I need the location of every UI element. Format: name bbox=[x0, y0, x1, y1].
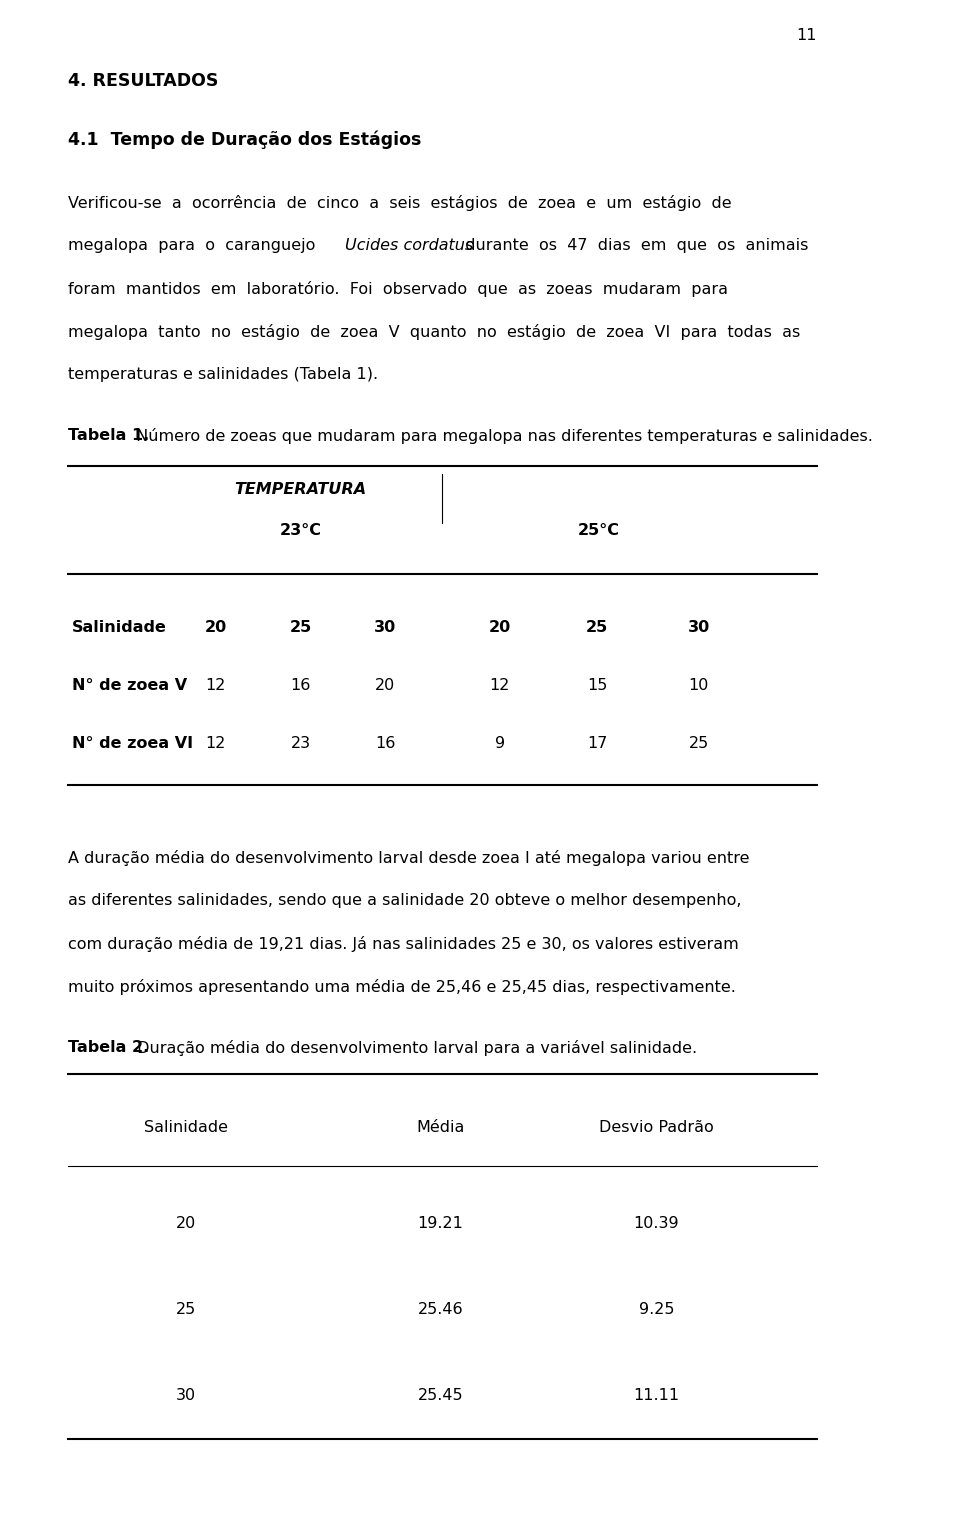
Text: N° de zoea VI: N° de zoea VI bbox=[72, 736, 193, 752]
Text: Tabela 1.: Tabela 1. bbox=[68, 428, 149, 443]
Text: A duração média do desenvolvimento larval desde zoea I até megalopa variou entre: A duração média do desenvolvimento larva… bbox=[68, 850, 749, 865]
Text: 12: 12 bbox=[490, 678, 510, 693]
Text: 4. RESULTADOS: 4. RESULTADOS bbox=[68, 72, 218, 91]
Text: 23: 23 bbox=[291, 736, 311, 752]
Text: 30: 30 bbox=[687, 620, 709, 635]
Text: Salinidade: Salinidade bbox=[72, 620, 167, 635]
Text: as diferentes salinidades, sendo que a salinidade 20 obteve o melhor desempenho,: as diferentes salinidades, sendo que a s… bbox=[68, 893, 741, 908]
Text: 15: 15 bbox=[587, 678, 607, 693]
Text: temperaturas e salinidades (Tabela 1).: temperaturas e salinidades (Tabela 1). bbox=[68, 367, 378, 382]
Text: TEMPERATURA: TEMPERATURA bbox=[234, 482, 367, 497]
Text: 4.1  Tempo de Duração dos Estágios: 4.1 Tempo de Duração dos Estágios bbox=[68, 130, 421, 149]
Text: Salinidade: Salinidade bbox=[144, 1120, 228, 1135]
Text: 11.11: 11.11 bbox=[634, 1388, 680, 1404]
Text: 25: 25 bbox=[177, 1302, 197, 1318]
Text: 30: 30 bbox=[177, 1388, 197, 1404]
Text: 20: 20 bbox=[489, 620, 511, 635]
Text: 25: 25 bbox=[688, 736, 708, 752]
Text: 30: 30 bbox=[374, 620, 396, 635]
Text: foram  mantidos  em  laboratório.  Foi  observado  que  as  zoeas  mudaram  para: foram mantidos em laboratório. Foi obser… bbox=[68, 281, 728, 296]
Text: 25.45: 25.45 bbox=[418, 1388, 463, 1404]
Text: 16: 16 bbox=[375, 736, 396, 752]
Text: 25.46: 25.46 bbox=[418, 1302, 463, 1318]
Text: 17: 17 bbox=[587, 736, 607, 752]
Text: 20: 20 bbox=[177, 1216, 197, 1232]
Text: muito próximos apresentando uma média de 25,46 e 25,45 dias, respectivamente.: muito próximos apresentando uma média de… bbox=[68, 979, 735, 994]
Text: megalopa  tanto  no  estágio  de  zoea  V  quanto  no  estágio  de  zoea  VI  pa: megalopa tanto no estágio de zoea V quan… bbox=[68, 324, 800, 339]
Text: Média: Média bbox=[416, 1120, 465, 1135]
Text: 25: 25 bbox=[586, 620, 608, 635]
Text: 12: 12 bbox=[205, 736, 227, 752]
Text: com duração média de 19,21 dias. Já nas salinidades 25 e 30, os valores estivera: com duração média de 19,21 dias. Já nas … bbox=[68, 936, 738, 951]
Text: megalopa  para  o  caranguejo: megalopa para o caranguejo bbox=[68, 238, 325, 253]
Text: 9: 9 bbox=[494, 736, 505, 752]
Text: 25: 25 bbox=[290, 620, 312, 635]
Text: durante  os  47  dias  em  que  os  animais: durante os 47 dias em que os animais bbox=[455, 238, 808, 253]
Text: 10: 10 bbox=[688, 678, 708, 693]
Text: Tabela 2.: Tabela 2. bbox=[68, 1040, 149, 1055]
Text: Duração média do desenvolvimento larval para a variável salinidade.: Duração média do desenvolvimento larval … bbox=[132, 1040, 697, 1055]
Text: 12: 12 bbox=[205, 678, 227, 693]
Text: 19.21: 19.21 bbox=[418, 1216, 464, 1232]
Text: 11: 11 bbox=[797, 28, 817, 43]
Text: 20: 20 bbox=[204, 620, 228, 635]
Text: 25°C: 25°C bbox=[577, 523, 619, 538]
Text: Ucides cordatus: Ucides cordatus bbox=[345, 238, 473, 253]
Text: 16: 16 bbox=[291, 678, 311, 693]
Text: 10.39: 10.39 bbox=[634, 1216, 679, 1232]
Text: Verificou-se  a  ocorrência  de  cinco  a  seis  estágios  de  zoea  e  um  está: Verificou-se a ocorrência de cinco a sei… bbox=[68, 195, 732, 210]
Text: Desvio Padrão: Desvio Padrão bbox=[599, 1120, 713, 1135]
Text: N° de zoea V: N° de zoea V bbox=[72, 678, 187, 693]
Text: 9.25: 9.25 bbox=[638, 1302, 674, 1318]
Text: Número de zoeas que mudaram para megalopa nas diferentes temperaturas e salinida: Número de zoeas que mudaram para megalop… bbox=[132, 428, 874, 443]
Text: 23°C: 23°C bbox=[279, 523, 322, 538]
Text: 20: 20 bbox=[375, 678, 396, 693]
